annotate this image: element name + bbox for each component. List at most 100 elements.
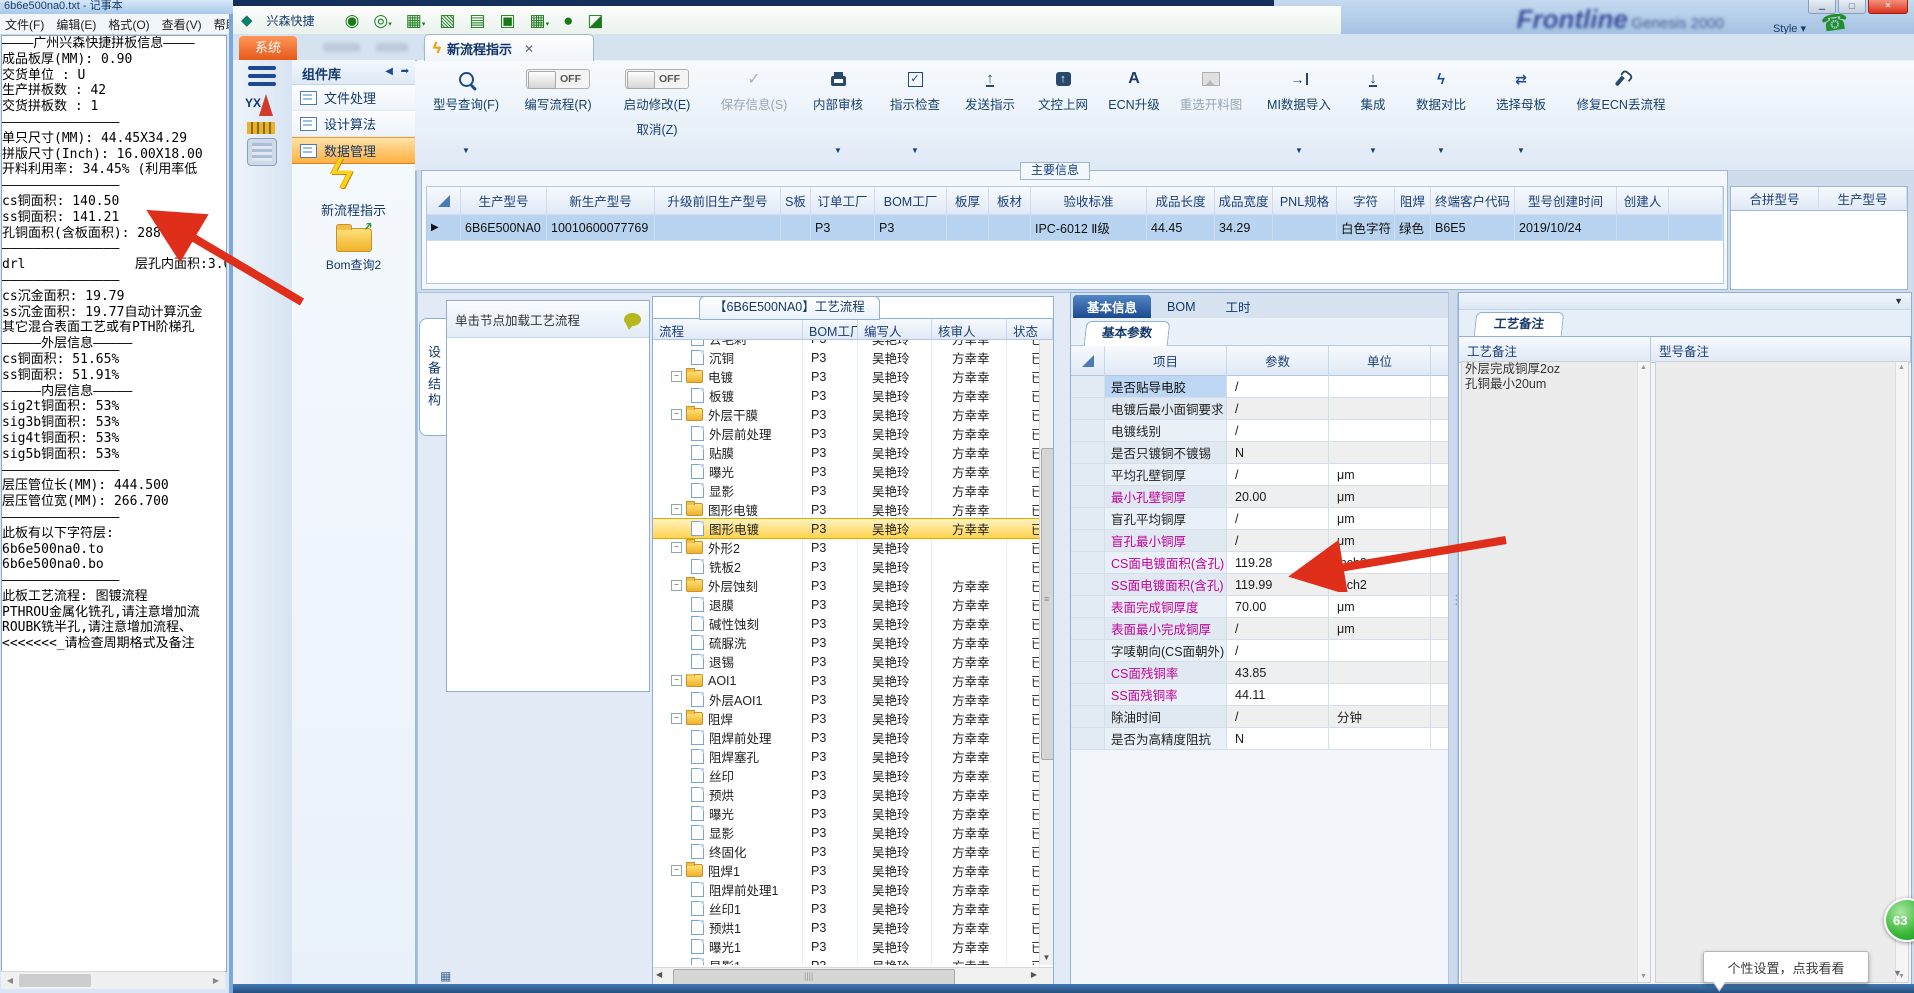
tab-bom[interactable]: BOM [1167, 299, 1196, 314]
process-tree-row[interactable]: − 电镀 P3 吴艳玲 方幸幸 已审核 [653, 367, 1053, 386]
param-row[interactable]: CS面残铜率 43.85 [1071, 662, 1449, 684]
process-tree-row[interactable]: − 阻焊前处理1 P3 吴艳玲 方幸幸 已审核 [653, 880, 1053, 899]
process-tree-row[interactable]: − 退膜 P3 吴艳玲 方幸幸 已审核 [653, 595, 1053, 614]
param-value-cell[interactable]: / [1227, 706, 1329, 728]
table-icon[interactable]: ▦▾ [529, 10, 550, 30]
tree-column-header[interactable]: 状态 [1007, 318, 1053, 340]
mini-scrollbar[interactable] [1895, 362, 1908, 982]
param-row[interactable]: 电镀后最小面铜要求 / [1071, 398, 1449, 420]
notepad-menu-item[interactable]: 查看(V) [161, 17, 202, 32]
scroll-left-icon[interactable]: ◀ [656, 970, 663, 979]
row-selector[interactable]: ▶ [427, 215, 461, 241]
save-info-button[interactable]: ✓ 保存信息(S) [720, 71, 788, 112]
tab-work-hours[interactable]: 工时 [1225, 301, 1251, 315]
chevron-down-icon[interactable]: ▼ [462, 146, 470, 155]
param-row[interactable]: SS面残铜率 44.11 [1071, 684, 1449, 706]
tree-column-header[interactable]: 编写人 [858, 318, 932, 340]
process-tree-row[interactable]: − 外形2 P3 吴艳玲 已编写 [653, 538, 1053, 557]
column-header[interactable] [1669, 187, 1723, 215]
process-tree-row[interactable]: − 曝光1 P3 吴艳玲 方幸幸 已审核 [653, 937, 1053, 956]
scroll-down-icon[interactable]: ▼ [1042, 953, 1051, 962]
process-tree-row[interactable]: − 外层前处理 P3 吴艳玲 方幸幸 已审核 [653, 424, 1053, 443]
sidebar-item[interactable]: 数据管理 [292, 137, 415, 164]
param-value-cell[interactable]: / [1227, 376, 1329, 398]
column-header[interactable]: S板 [781, 187, 811, 215]
notepad-textarea[interactable]: ————广州兴森快捷拼板信息———— 成品板厚(MM): 0.90 交货单位 : U… [1, 35, 227, 972]
notepad-hscrollbar[interactable]: ◀ ▶ [1, 971, 225, 989]
column-header[interactable]: 合拼型号 [1731, 187, 1819, 211]
param-row[interactable]: 是否贴导电胶 / [1071, 376, 1449, 398]
param-row[interactable]: 最小孔壁铜厚 20.00 μm [1071, 486, 1449, 508]
process-tree-row[interactable]: − 预烘1 P3 吴艳玲 方幸幸 已审核 [653, 918, 1053, 937]
mi-data-import-button[interactable]: → MI数据导入 ▼ [1267, 71, 1331, 155]
tab-basic-params[interactable]: 基本参数 [1083, 321, 1171, 346]
sidebar-item[interactable]: 设计算法 [292, 111, 415, 137]
param-row[interactable]: 是否为高精度阻抗 N [1071, 728, 1449, 750]
splitter[interactable] [1448, 292, 1463, 984]
column-header[interactable]: 创建人 [1617, 187, 1669, 215]
column-header[interactable]: 字符 [1337, 187, 1395, 215]
param-row[interactable]: 是否只镀铜不镀锡 N [1071, 442, 1449, 464]
param-row[interactable]: 盲孔最小铜厚 / μm [1071, 530, 1449, 552]
param-row[interactable]: 盲孔平均铜厚 / μm [1071, 508, 1449, 530]
notification-badge[interactable]: 63 [1884, 898, 1914, 942]
column-header[interactable]: 生产型号 [461, 187, 547, 215]
chevron-down-icon[interactable]: ▼ [834, 146, 842, 155]
collapse-icon[interactable]: − [671, 409, 682, 420]
collapse-icon[interactable]: − [671, 675, 682, 686]
mini-scrollbar[interactable] [1637, 362, 1650, 982]
column-header[interactable]: 板材 [989, 187, 1031, 215]
tab-new-process-indication[interactable]: ϟ 新流程指示 ✕ [424, 34, 594, 62]
write-process-toggle[interactable]: OFF 编写流程(R) [514, 69, 602, 155]
process-flow-title-tab[interactable]: 【6B6E500NA0】工艺流程 [699, 297, 880, 320]
personalization-tooltip[interactable]: 个性设置，点我看看 [1703, 951, 1869, 983]
integrate-button[interactable]: ↓ 集成 ▼ [1360, 69, 1386, 156]
tree-vscrollbar[interactable]: ▲ ▼ [1039, 318, 1053, 965]
column-header[interactable]: 工艺备注 [1459, 337, 1651, 363]
scroll-thumb[interactable] [1041, 448, 1053, 760]
process-tree-row[interactable]: − 显影 P3 吴艳玲 方幸幸 已审核 [653, 481, 1053, 500]
chevron-down-icon[interactable]: ▼ [1517, 146, 1525, 155]
process-tree-row[interactable]: − 外层AOI1 P3 吴艳玲 方幸幸 已审核 [653, 690, 1053, 709]
process-tree-row[interactable]: − 沉铜 P3 吴艳玲 方幸幸 已审核 [653, 348, 1053, 367]
process-tree-row[interactable]: − 丝印1 P3 吴艳玲 方幸幸 已审核 [653, 899, 1053, 918]
notepad-menu-item[interactable]: 编辑(E) [56, 17, 97, 32]
bom-query-tool[interactable]: Bom查询2 [325, 258, 382, 272]
process-tree-row[interactable]: − 图形电镀 P3 吴艳玲 方幸幸 已审核 [653, 518, 1053, 539]
data-compare-button[interactable]: ϟ 数据对比 ▼ [1415, 70, 1466, 156]
lightning-icon[interactable]: ϟ [326, 149, 357, 198]
param-value-cell[interactable]: N [1227, 728, 1329, 750]
process-tree-row[interactable]: − 图形电镀 P3 吴艳玲 方幸幸 已审核 [653, 500, 1053, 519]
chevron-down-icon[interactable]: ▼ [1295, 146, 1303, 155]
param-value-cell[interactable]: / [1227, 640, 1329, 662]
param-value-cell[interactable]: / [1227, 464, 1329, 486]
reselect-cutting-diagram-button[interactable]: 重选开料图 [1172, 69, 1250, 155]
param-row[interactable]: SS面电镀面积(含孔) 119.99 inch2 [1071, 574, 1449, 596]
column-header[interactable]: 终端客户代码 [1431, 187, 1515, 215]
column-header[interactable]: PNL规格 [1273, 187, 1337, 215]
process-tree-row[interactable]: − 硫脲洗 P3 吴艳玲 方幸幸 已审核 [653, 633, 1053, 652]
style-dropdown[interactable]: Style ▾ [1772, 23, 1806, 35]
param-value-cell[interactable]: / [1227, 508, 1329, 530]
collapse-icon[interactable]: − [671, 504, 682, 515]
copy-icon[interactable]: ▣ [499, 10, 516, 30]
film-icon[interactable]: ▤ [469, 10, 486, 30]
column-header[interactable]: 型号创建时间 [1515, 187, 1617, 215]
new-process-indication-tool[interactable]: 新流程指示 [320, 203, 386, 218]
process-tree-row[interactable]: − 丝印 P3 吴艳玲 方幸幸 已审核 [653, 766, 1053, 785]
tree-hscrollbar[interactable]: ◀ ▶ [653, 967, 1053, 985]
param-row[interactable]: 电镀线别 / [1071, 420, 1449, 442]
process-tree-row[interactable]: − 去毛刺 P3 吴艳玲 方幸幸 已审核 [653, 340, 1053, 348]
process-tree-row[interactable]: − 贴膜 P3 吴艳玲 方幸幸 已审核 [653, 443, 1053, 462]
process-tree-row[interactable]: − AOI1 P3 吴艳玲 方幸幸 已审核 [653, 671, 1053, 690]
column-header[interactable]: BOM工厂 [875, 187, 947, 215]
param-row[interactable]: 表面最小完成铜厚 / μm [1071, 618, 1449, 640]
column-header[interactable]: 生产型号 [1819, 187, 1907, 211]
param-value-cell[interactable]: / [1227, 530, 1329, 552]
collapse-left-icon[interactable]: ◀ [385, 66, 393, 77]
collapse-icon[interactable]: − [671, 542, 682, 553]
chevron-down-icon[interactable]: ▼ [1894, 296, 1903, 306]
cut-icon[interactable]: ▧ [439, 10, 456, 30]
process-tree-row[interactable]: − 外层蚀刻 P3 吴艳玲 方幸幸 已审核 [653, 576, 1053, 595]
close-button[interactable]: ✕ [1868, 0, 1908, 14]
